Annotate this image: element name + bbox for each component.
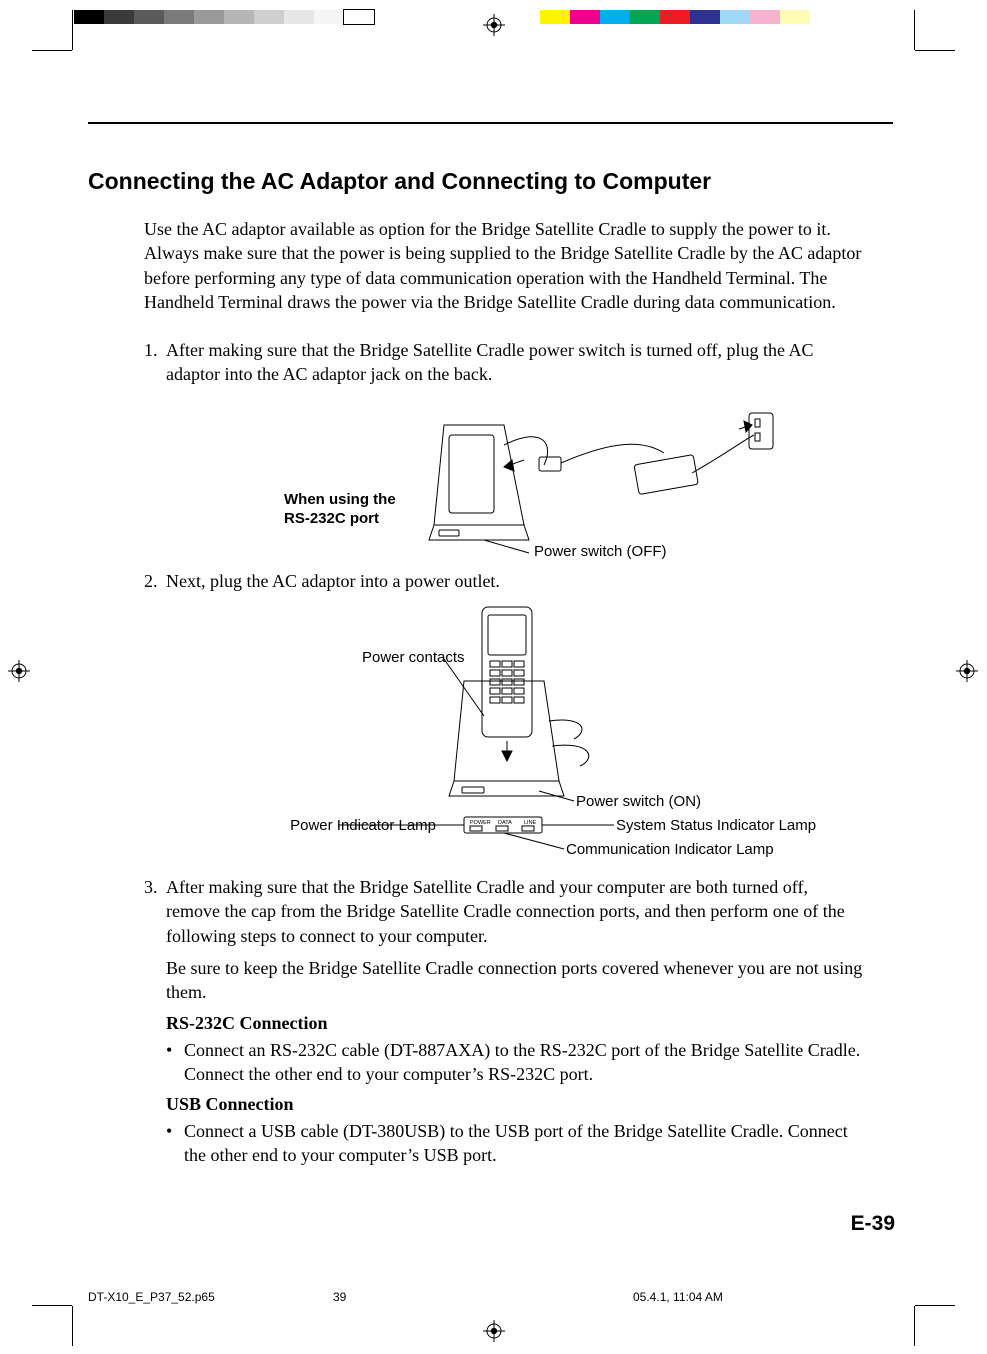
step-1: 1. After making sure that the Bridge Sat… (144, 338, 864, 387)
colorbar-swatch (104, 10, 134, 24)
colorbar-swatch (630, 10, 660, 24)
top-rule (88, 122, 893, 124)
crop-mark (915, 50, 955, 51)
printer-colorbar-gray (74, 10, 374, 24)
rs232c-bullet: • Connect an RS-232C cable (DT-887AXA) t… (166, 1038, 864, 1087)
step-3: 3. After making sure that the Bridge Sat… (144, 875, 864, 948)
colorbar-swatch (134, 10, 164, 24)
led-line-label: LINE (524, 820, 537, 826)
fig1-power-switch-off-label: Power switch (OFF) (534, 543, 667, 560)
print-footer: DT-X10_E_P37_52.p65 39 05.4.1, 11:04 AM (88, 1290, 893, 1304)
step-text: After making sure that the Bridge Satell… (166, 338, 864, 387)
colorbar-swatch (720, 10, 750, 24)
colorbar-swatch (74, 10, 104, 24)
crop-mark (72, 1306, 73, 1346)
page-content: Connecting the AC Adaptor and Connecting… (88, 122, 893, 1168)
fig2-system-status-label: System Status Indicator Lamp (616, 817, 816, 834)
colorbar-swatch (164, 10, 194, 24)
colorbar-swatch (660, 10, 690, 24)
footer-timestamp: 05.4.1, 11:04 AM (633, 1290, 723, 1304)
crop-mark (914, 10, 915, 50)
bullet-dot: • (166, 1119, 184, 1168)
colorbar-swatch (344, 10, 374, 24)
crop-mark (32, 50, 72, 51)
fig2-power-indicator-label: Power Indicator Lamp (276, 817, 436, 834)
colorbar-swatch (780, 10, 810, 24)
rs232c-heading: RS-232C Connection (166, 1013, 864, 1034)
intro-paragraph: Use the AC adaptor available as option f… (144, 217, 864, 314)
fig1-note-l2: RS-232C port (284, 510, 379, 527)
fig2-power-switch-on-label: Power switch (ON) (576, 793, 701, 810)
page-number: E-39 (851, 1212, 895, 1236)
colorbar-swatch (570, 10, 600, 24)
led-data-label: DATA (498, 820, 512, 826)
colorbar-swatch (750, 10, 780, 24)
crop-mark (72, 10, 73, 50)
crop-mark (914, 1306, 915, 1346)
figure-ac-adaptor-off: When using the RS-232C port Power switch… (144, 395, 844, 555)
crop-mark (915, 1305, 955, 1306)
colorbar-swatch (600, 10, 630, 24)
fig2-comm-indicator-label: Communication Indicator Lamp (566, 841, 774, 858)
colorbar-swatch (284, 10, 314, 24)
fig1-left-note: When using the RS-232C port (284, 491, 396, 529)
figure-cradle-on: POWER DATA LINE Power contacts Power swi… (144, 601, 844, 861)
section-title: Connecting the AC Adaptor and Connecting… (88, 168, 893, 195)
rs232c-bullet-text: Connect an RS-232C cable (DT-887AXA) to … (184, 1038, 864, 1087)
cradle-diagram-off-icon (144, 395, 844, 555)
colorbar-swatch (314, 10, 344, 24)
bullet-dot: • (166, 1038, 184, 1087)
colorbar-swatch (224, 10, 254, 24)
printer-colorbar-color (540, 10, 810, 24)
fig1-note-l1: When using the (284, 491, 396, 508)
registration-mark-icon (483, 14, 505, 36)
step3-text-b: Be sure to keep the Bridge Satellite Cra… (166, 956, 864, 1005)
step-number: 2. (144, 569, 166, 593)
step-text: Next, plug the AC adaptor into a power o… (166, 569, 864, 593)
colorbar-swatch (690, 10, 720, 24)
usb-heading: USB Connection (166, 1094, 864, 1115)
colorbar-swatch (194, 10, 224, 24)
usb-bullet-text: Connect a USB cable (DT-380USB) to the U… (184, 1119, 864, 1168)
crop-mark (32, 1305, 72, 1306)
registration-mark-icon (956, 660, 978, 682)
registration-mark-icon (483, 1320, 505, 1342)
step-number: 3. (144, 875, 166, 948)
colorbar-swatch (254, 10, 284, 24)
registration-mark-icon (8, 660, 30, 682)
step3-text-a: After making sure that the Bridge Satell… (166, 877, 845, 946)
usb-bullet: • Connect a USB cable (DT-380USB) to the… (166, 1119, 864, 1168)
footer-page: 39 (333, 1290, 633, 1304)
led-power-label: POWER (470, 820, 491, 826)
step-2: 2. Next, plug the AC adaptor into a powe… (144, 569, 864, 593)
step-number: 1. (144, 338, 166, 387)
fig2-power-contacts-label: Power contacts (362, 649, 465, 666)
footer-filename: DT-X10_E_P37_52.p65 (88, 1290, 333, 1304)
colorbar-swatch (540, 10, 570, 24)
